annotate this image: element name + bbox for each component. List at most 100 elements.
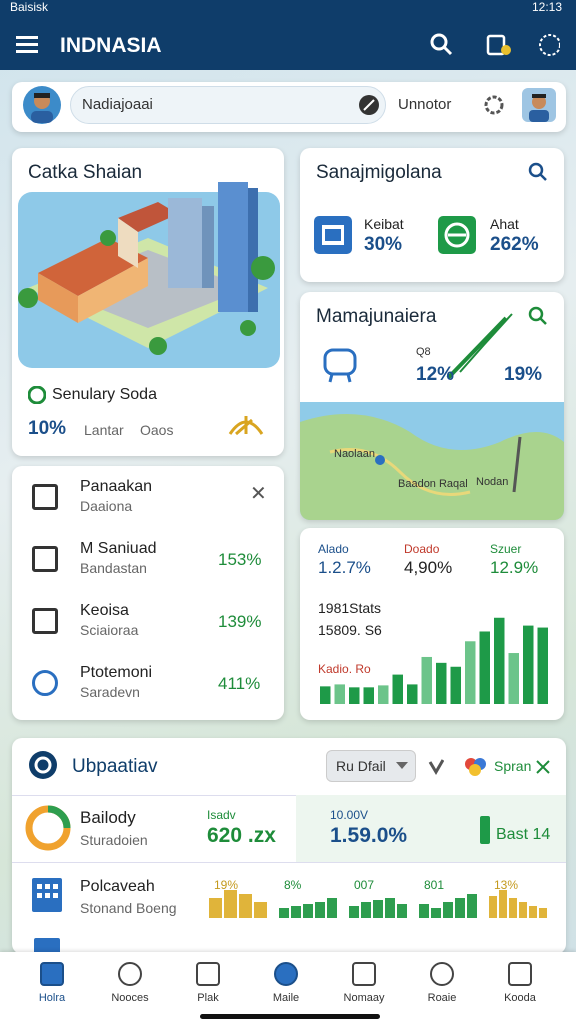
search-field[interactable] <box>70 86 386 124</box>
list-icon <box>32 608 58 634</box>
city-illustration <box>18 182 280 368</box>
row-highlight <box>296 795 566 862</box>
bar <box>315 902 325 918</box>
bar <box>385 898 395 918</box>
bar <box>450 666 461 704</box>
bar <box>349 906 359 918</box>
bar <box>254 902 267 918</box>
nav-label[interactable]: Roaie <box>427 992 457 1004</box>
trend-icon <box>446 313 513 380</box>
bar <box>419 904 429 918</box>
dropdown-arrow <box>396 762 408 769</box>
card-title: Mamajunaiera <box>316 306 437 327</box>
bar <box>436 662 447 704</box>
map-place[interactable]: Baadon Raqal <box>398 478 468 490</box>
bar <box>224 890 237 918</box>
nav-icon[interactable] <box>352 962 376 986</box>
nav-icon[interactable] <box>430 962 454 986</box>
home-indicator <box>200 1014 380 1019</box>
bar-chart <box>320 617 548 704</box>
chart-label: 15809. S6 <box>318 622 382 638</box>
list-value: 153% <box>218 550 262 569</box>
nav-icon[interactable] <box>196 962 220 986</box>
list-title[interactable]: Ptotemoni <box>80 664 153 681</box>
row-title: Polcaveah <box>80 878 155 895</box>
avatar[interactable] <box>22 85 62 125</box>
filter-label[interactable]: Unnotor <box>398 96 452 113</box>
card-label: Lantar <box>84 422 124 438</box>
close-icon[interactable]: ✕ <box>250 483 267 505</box>
stat-value: 12.9% <box>490 558 539 577</box>
cell-label: Isadv <box>207 808 236 822</box>
map-place[interactable]: Naolaan <box>334 448 375 460</box>
search-icon[interactable] <box>528 162 548 182</box>
map-place[interactable]: Nodan <box>476 476 509 488</box>
bar <box>320 686 331 704</box>
nav-icon[interactable] <box>118 962 142 986</box>
search-placeholder: Nadiajoaai <box>82 96 153 113</box>
bar <box>465 641 476 704</box>
list-title[interactable]: M Saniuad <box>80 540 157 557</box>
nav-label[interactable]: Nooces <box>111 992 149 1004</box>
search-icon[interactable] <box>528 306 548 326</box>
cell-label: 10.00V <box>330 808 369 822</box>
chart-label: Kadio. Ro <box>318 662 371 676</box>
bar-group <box>349 898 407 918</box>
bar <box>509 898 517 918</box>
cell-value: 620 .zx <box>207 824 276 847</box>
nav-icon[interactable] <box>274 962 298 986</box>
header-icons[interactable] <box>430 32 560 58</box>
list-title[interactable]: Keoisa <box>80 602 129 619</box>
nav-label[interactable]: Nomaay <box>343 992 385 1004</box>
nav-label[interactable]: Holra <box>38 992 66 1004</box>
nav-label[interactable]: Kooda <box>504 992 536 1004</box>
map-card[interactable] <box>300 292 564 520</box>
stats-card[interactable] <box>300 148 564 282</box>
bar <box>523 625 534 704</box>
list-title[interactable]: Panaakan <box>80 478 153 495</box>
chart-label: 1981Stats <box>318 600 382 616</box>
map-icon <box>323 348 357 383</box>
nav-label[interactable]: Maile <box>272 992 300 1004</box>
row-subtitle: Sturadoien <box>80 832 148 848</box>
bar <box>539 908 547 918</box>
card-title: Sanajmigolana <box>316 162 442 183</box>
bar-group <box>419 894 477 918</box>
group-label: 801 <box>424 878 445 892</box>
group-label: 13% <box>494 878 519 892</box>
status-icon <box>28 386 46 404</box>
map[interactable] <box>300 292 564 520</box>
bar <box>361 902 371 918</box>
bar <box>303 904 313 918</box>
card-label: Oaos <box>140 422 174 438</box>
list-icon <box>32 546 58 572</box>
bar <box>489 896 497 918</box>
bar <box>519 902 527 918</box>
section-icon <box>29 751 57 779</box>
close-icon[interactable] <box>536 760 550 774</box>
stat-label: Szuer <box>490 542 522 556</box>
nav-label[interactable]: Plak <box>197 992 219 1004</box>
bar <box>407 684 418 704</box>
list-subtitle: Bandastan <box>80 560 147 576</box>
card-subtitle: Senulary Soda <box>52 386 157 403</box>
bar <box>373 900 383 918</box>
row-title: Bailody <box>80 808 136 827</box>
bar <box>421 656 432 704</box>
bar <box>378 685 389 704</box>
app-title: INDNASIA <box>60 34 162 57</box>
row-subtitle: Stonand Boeng <box>80 900 177 916</box>
gear-icon[interactable] <box>482 93 506 117</box>
nav-icon[interactable] <box>508 962 532 986</box>
profile-avatar[interactable] <box>522 88 556 122</box>
list-icon <box>32 670 58 696</box>
bar <box>508 653 519 704</box>
menu-icon[interactable] <box>16 34 40 54</box>
divider <box>12 795 566 796</box>
clear-icon[interactable] <box>358 94 380 116</box>
edit-icon[interactable] <box>428 758 444 776</box>
action-button[interactable]: Spran <box>494 758 532 774</box>
ring-icon <box>25 805 71 851</box>
stat-icon <box>314 216 352 254</box>
nav-icon[interactable] <box>40 962 64 986</box>
